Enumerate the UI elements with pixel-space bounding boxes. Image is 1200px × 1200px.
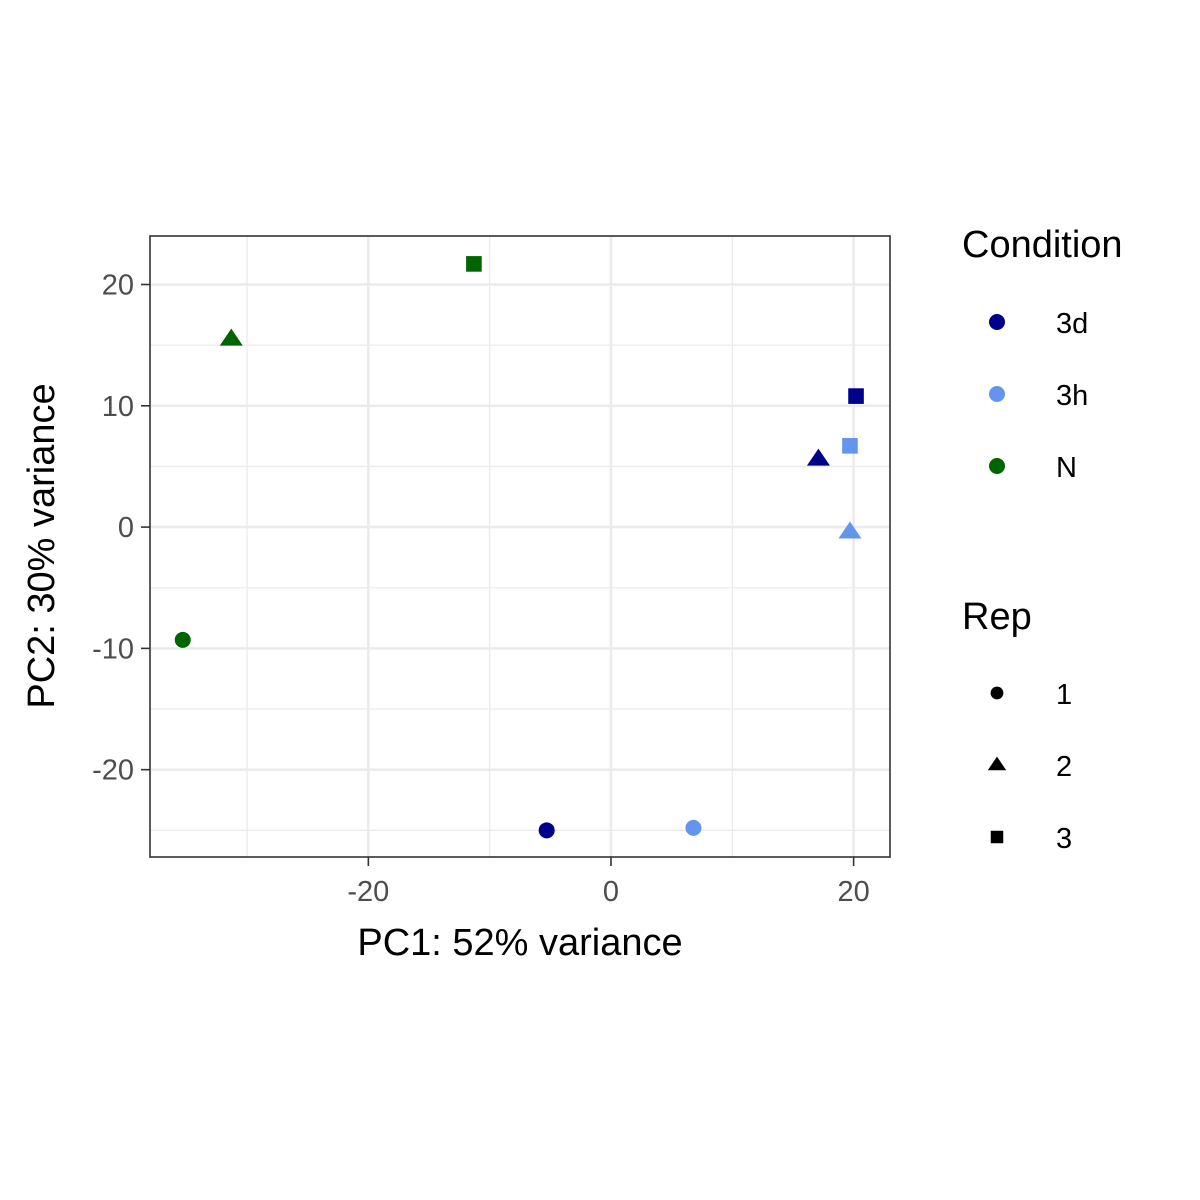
x-axis: -20 0 20 [347,857,870,908]
y-axis: 20 10 0 -10 -20 [92,270,150,787]
x-tick-label: 20 [837,876,869,908]
x-tick-label: 0 [603,876,619,908]
data-point-n-rep1 [174,631,191,648]
legend-key-rep-3 [990,830,1004,844]
legend-key-rep-2 [987,756,1007,771]
legend-rep: Rep 1 2 3 [962,596,1072,855]
data-point-3d-rep2 [806,448,830,466]
legend-label-3d: 3d [1056,308,1088,340]
legend-key-n [989,458,1005,474]
legend-label-rep-2: 2 [1056,751,1072,783]
legend-label-3h: 3h [1056,380,1088,412]
y-tick-label: 10 [102,391,134,423]
data-point-n-rep3 [466,256,482,272]
y-axis-title: PC2: 30% variance [21,383,63,708]
legend-label-rep-1: 1 [1056,679,1072,711]
y-tick-label: 20 [102,270,134,302]
data-points [174,256,864,839]
x-tick-label: -20 [347,876,389,908]
data-point-3d-rep1 [538,822,555,839]
legend-label-rep-3: 3 [1056,823,1072,855]
data-point-n-rep2 [219,328,243,346]
legend-key-3d [989,314,1005,330]
y-tick-label: -10 [92,633,134,665]
major-gridlines [150,236,890,857]
legend-rep-title: Rep [962,596,1032,638]
data-point-3d-rep3 [848,388,864,404]
legend-condition: Condition 3d 3h N [962,224,1123,484]
plot-panel-border [149,235,891,858]
legend-key-3h [989,386,1005,402]
legend-label-n: N [1056,452,1077,484]
x-axis-title: PC1: 52% variance [357,922,682,964]
data-point-3h-rep2 [838,521,862,539]
minor-gridlines [150,236,890,857]
legend-condition-title: Condition [962,224,1123,266]
plot-panel-background [150,236,890,857]
y-tick-label: 0 [118,512,134,544]
data-point-3h-rep3 [842,438,858,454]
legend-key-rep-1 [990,686,1004,700]
data-point-3h-rep1 [685,819,702,836]
y-tick-label: -20 [92,755,134,787]
